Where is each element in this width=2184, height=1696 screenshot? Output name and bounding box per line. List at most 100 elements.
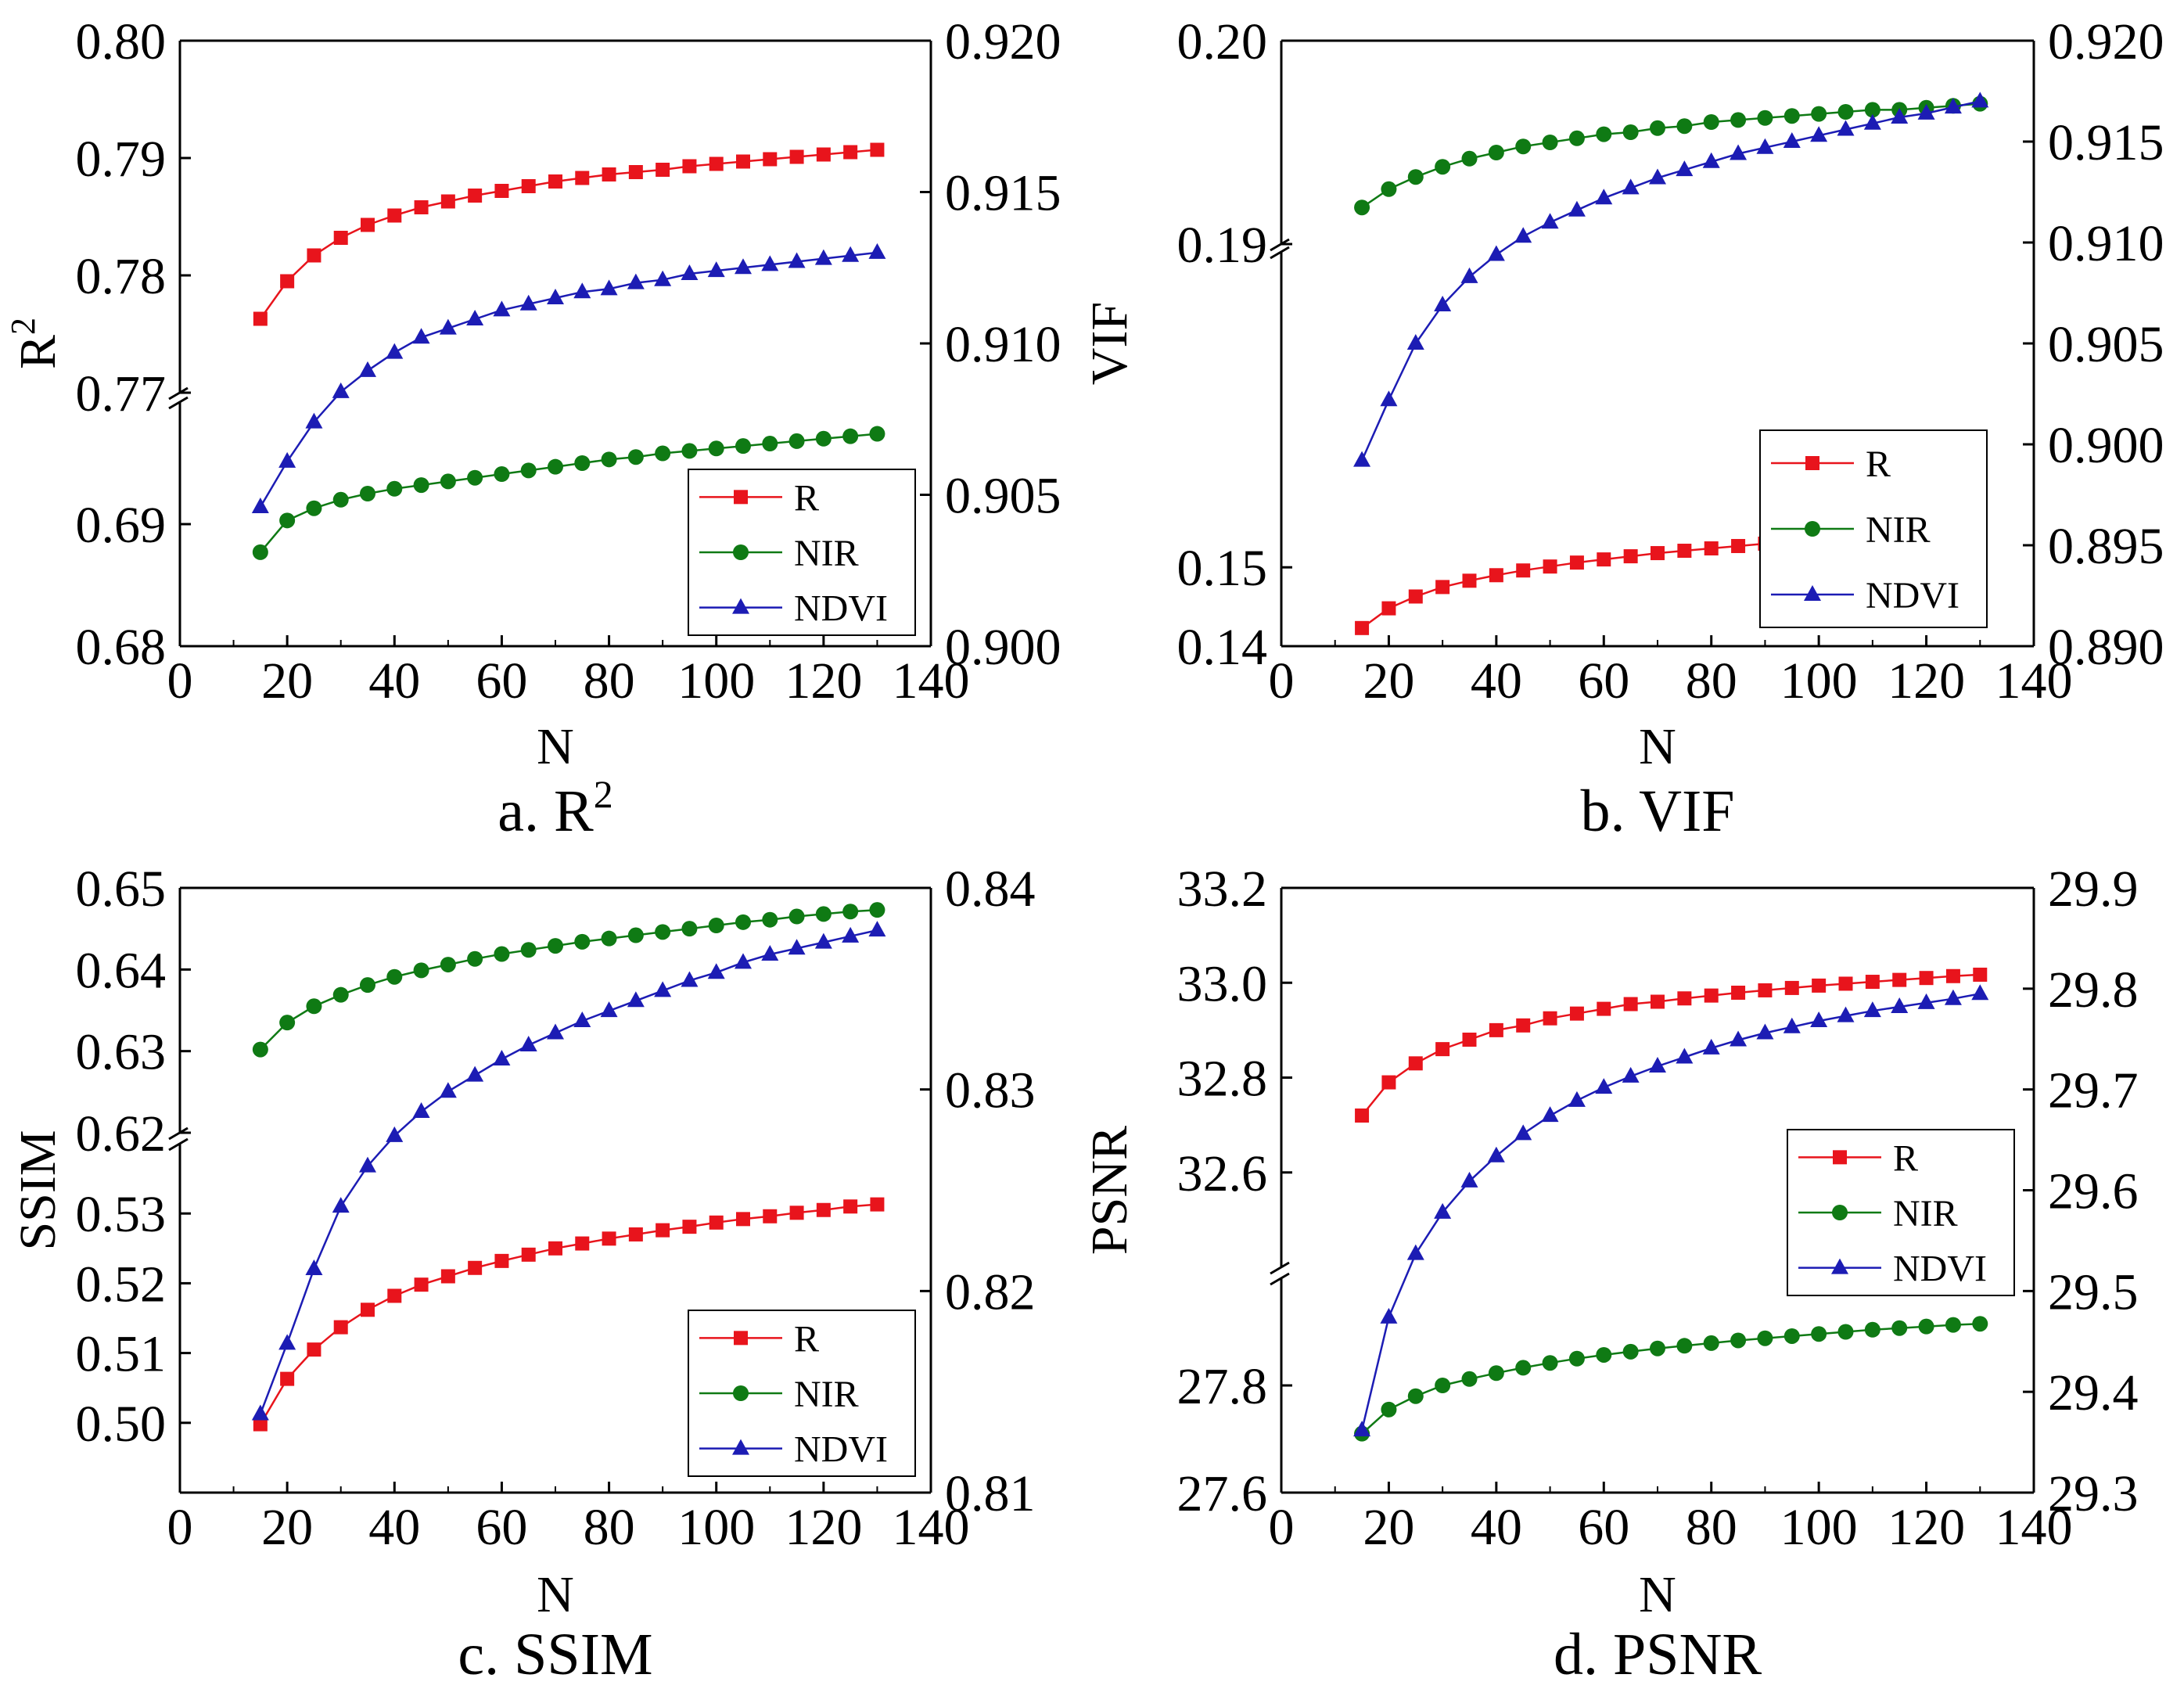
data-point-ndvi	[1541, 213, 1559, 229]
data-point-r	[1597, 1001, 1611, 1016]
data-point-nir	[762, 436, 778, 452]
data-point-r	[843, 1199, 858, 1214]
data-point-nir	[1945, 1317, 1961, 1333]
data-point-ndvi	[359, 1156, 376, 1173]
data-point-ndvi	[681, 971, 699, 987]
y-right-tick-label: 29.9	[2048, 861, 2139, 918]
data-point-r	[789, 1206, 804, 1220]
data-point-r	[1812, 978, 1827, 993]
data-point-ndvi	[1702, 152, 1720, 168]
data-point-ndvi	[1460, 267, 1478, 283]
data-point-nir	[1515, 138, 1532, 155]
data-point-nir	[1703, 1335, 1719, 1351]
y-left-tick-label: 32.8	[1177, 1051, 1268, 1108]
y-left-tick-label: 32.6	[1177, 1145, 1268, 1202]
x-axis-title: N	[1639, 718, 1676, 775]
x-tick-label: 120	[1888, 652, 1965, 710]
data-point-ndvi	[654, 981, 672, 997]
x-tick-label: 40	[1471, 652, 1522, 710]
data-point-ndvi	[761, 945, 779, 961]
data-point-r	[709, 156, 724, 171]
data-point-r	[387, 1288, 402, 1303]
data-point-nir	[708, 917, 724, 933]
legend: R NIR NDVI	[1759, 429, 1988, 628]
data-point-r	[682, 1220, 697, 1234]
legend-marker-r	[1805, 456, 1819, 470]
panel-caption: a. R2	[498, 772, 612, 844]
data-point-nir	[520, 942, 537, 958]
data-point-r	[628, 165, 643, 179]
data-point-ndvi	[1971, 984, 1989, 1001]
y-right-tick-label: 29.7	[2048, 1062, 2139, 1119]
data-point-ndvi	[386, 1126, 404, 1142]
data-point-r	[1435, 1042, 1450, 1057]
x-tick-label: 20	[1363, 1499, 1414, 1556]
data-point-nir	[1381, 181, 1397, 197]
series-r	[253, 1197, 885, 1432]
panel-caption-superscript: 2	[594, 772, 613, 816]
data-point-ndvi	[627, 273, 645, 289]
data-point-nir	[1488, 1365, 1504, 1382]
data-point-ndvi	[1353, 451, 1371, 467]
y-left-tick-label: 0.68	[76, 619, 167, 676]
legend-marker-nir	[1832, 1205, 1848, 1220]
data-point-nir	[1703, 114, 1719, 130]
data-point-r	[656, 1223, 670, 1238]
legend-label-nir: NIR	[1866, 509, 1931, 551]
legend-marker-nir	[733, 1385, 749, 1401]
y-left-tick-label: 0.80	[76, 13, 167, 70]
y-left-tick-label: 0.63	[76, 1024, 167, 1081]
data-point-r	[253, 1417, 268, 1432]
data-point-ndvi	[707, 261, 725, 278]
y-right-tick-label: 0.915	[2048, 114, 2164, 171]
data-point-nir	[627, 449, 644, 465]
x-tick-label: 120	[1888, 1499, 1965, 1556]
data-point-ndvi	[251, 497, 269, 513]
data-point-r	[816, 147, 831, 162]
data-point-ndvi	[1406, 334, 1424, 350]
data-point-nir	[574, 455, 591, 471]
data-point-nir	[1972, 1316, 1988, 1332]
data-point-ndvi	[1702, 1038, 1720, 1055]
data-point-r	[361, 217, 375, 232]
data-point-nir	[1568, 1350, 1585, 1367]
data-point-nir	[306, 500, 322, 516]
data-point-nir	[1488, 145, 1504, 160]
data-point-r	[1435, 580, 1450, 595]
data-point-nir	[815, 430, 832, 447]
series-line-r	[1361, 973, 1981, 1116]
data-point-r	[763, 1209, 778, 1223]
data-point-ndvi	[493, 1050, 511, 1066]
data-point-r	[1381, 1075, 1396, 1090]
legend-label-ndvi: NDVI	[1866, 575, 1959, 616]
data-point-r	[575, 1236, 590, 1251]
y-right-tick-label: 0.920	[2048, 13, 2164, 70]
data-point-nir	[627, 927, 644, 943]
x-tick-label: 60	[476, 1499, 527, 1556]
x-axis-title: N	[1639, 1566, 1676, 1623]
data-point-ndvi	[1380, 1307, 1398, 1324]
data-point-nir	[1354, 199, 1370, 216]
data-point-nir	[440, 957, 456, 973]
data-point-nir	[332, 986, 349, 1003]
data-point-nir	[815, 906, 832, 922]
data-point-r	[1462, 1033, 1477, 1047]
data-point-r	[1758, 983, 1773, 997]
data-point-nir	[279, 512, 296, 529]
chart-panel-c: 0 20 40 60 80 100 120 140 0.50 0.51 0.52 0.53 0.62 0.…	[9, 861, 1036, 1687]
data-point-r	[1865, 975, 1880, 990]
series-r	[253, 142, 885, 326]
data-point-nir	[1435, 159, 1451, 175]
data-point-r	[709, 1215, 724, 1230]
data-point-r	[870, 1197, 885, 1212]
legend-label-ndvi: NDVI	[794, 588, 888, 630]
data-point-r	[307, 1342, 321, 1357]
data-point-nir	[413, 962, 429, 979]
data-point-nir	[1757, 1330, 1773, 1346]
y-left-tick-label: 0.79	[76, 131, 167, 188]
legend-label-ndvi: NDVI	[794, 1429, 888, 1471]
series-line-r	[259, 149, 878, 320]
series-line-ndvi	[1360, 100, 1981, 462]
data-point-ndvi	[1514, 1124, 1532, 1141]
data-point-r	[1381, 601, 1396, 616]
